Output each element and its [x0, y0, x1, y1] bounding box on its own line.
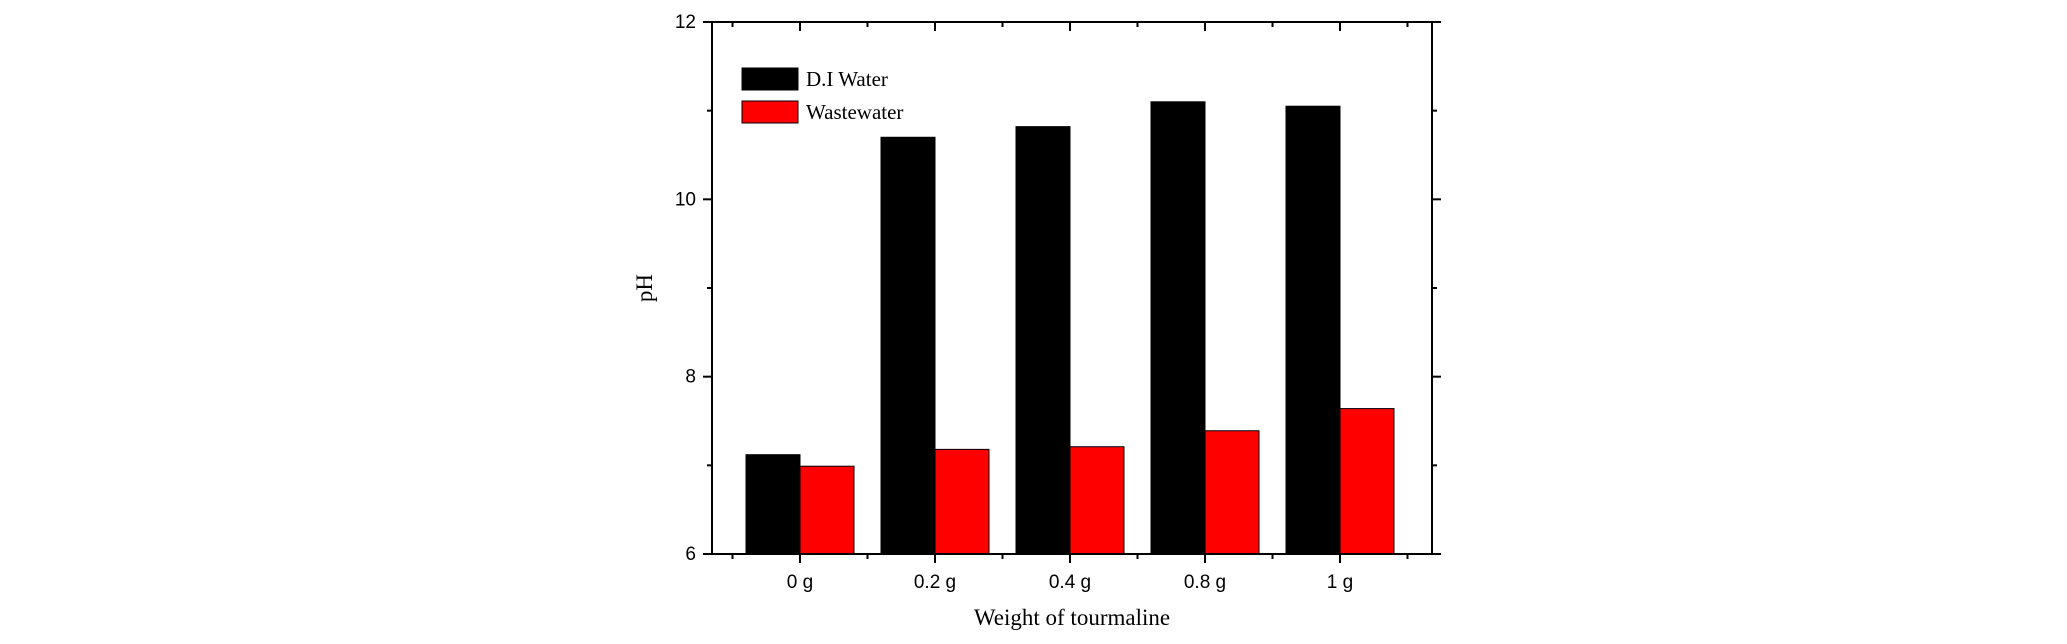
y-tick-label: 8	[685, 367, 696, 388]
legend: D.I Water Wastewater	[741, 67, 903, 124]
bar-wastewater-2	[1069, 446, 1125, 555]
legend-label: D.I Water	[806, 67, 888, 91]
y-tick-label: 6	[685, 544, 696, 565]
y-tick-label: 10	[675, 189, 696, 210]
y-tick-label: 12	[675, 12, 696, 33]
x-axis-label: Weight of tourmaline	[974, 605, 1170, 630]
bars-group	[745, 101, 1395, 555]
legend-swatch	[741, 67, 799, 91]
y-axis-label: pH	[632, 274, 657, 302]
x-axis-ticks: 0 g 0.2 g 0.4 g 0.8 g 1 g	[731, 22, 1409, 593]
x-tick-label: 0.8 g	[1184, 572, 1226, 593]
bar-wastewater-1	[934, 448, 990, 555]
bar-wastewater-4	[1339, 408, 1395, 555]
x-tick-label: 0.2 g	[914, 572, 956, 593]
bar-d-i-water-2	[1015, 126, 1071, 555]
x-tick-label: 0.4 g	[1049, 572, 1091, 593]
plot-frame	[711, 21, 1433, 555]
bar-d-i-water-0	[745, 454, 801, 555]
x-tick-label: 1 g	[1327, 572, 1353, 593]
bar-wastewater-0	[799, 465, 855, 555]
bar-d-i-water-1	[880, 136, 936, 555]
legend-swatch	[741, 100, 799, 124]
bar-d-i-water-3	[1150, 101, 1206, 555]
bar-wastewater-3	[1204, 430, 1260, 555]
bar-d-i-water-4	[1285, 105, 1341, 555]
x-tick-label: 0 g	[787, 572, 813, 593]
legend-label: Wastewater	[806, 100, 903, 124]
